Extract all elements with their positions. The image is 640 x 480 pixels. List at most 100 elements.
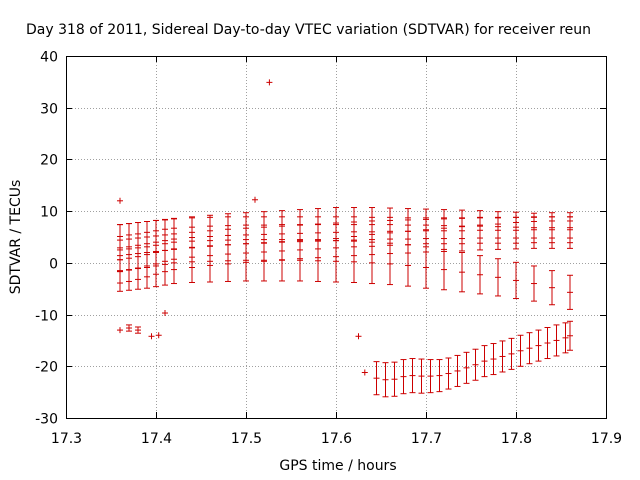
data-point — [225, 239, 231, 282]
data-point — [526, 332, 533, 365]
data-point — [189, 240, 195, 284]
data-point — [391, 361, 398, 397]
y-tick-label: -10 — [35, 309, 58, 325]
data-point — [351, 240, 357, 284]
y-tick-label: -20 — [35, 360, 58, 376]
series-satellite-d — [117, 239, 573, 310]
data-point — [279, 239, 285, 282]
data-point — [459, 225, 465, 252]
x-tick-label: 17.5 — [231, 431, 262, 447]
x-tick-label: 17.6 — [321, 431, 352, 447]
data-point — [567, 227, 573, 249]
data-point — [355, 333, 362, 340]
data-point — [495, 226, 501, 250]
data-point — [297, 239, 303, 282]
data-point — [387, 242, 393, 286]
data-point — [373, 361, 380, 396]
data-point — [477, 225, 483, 251]
series-satellite-c — [117, 224, 573, 284]
data-point — [135, 326, 141, 334]
data-point — [148, 333, 155, 340]
x-tick-label: 17.9 — [591, 431, 622, 447]
data-point — [243, 239, 249, 282]
data-point — [405, 244, 411, 287]
x-tick-label: 17.8 — [501, 431, 532, 447]
series-layer — [117, 79, 573, 398]
data-point — [562, 322, 569, 354]
data-point — [459, 252, 465, 293]
data-point — [369, 241, 375, 285]
x-axis: 17.3 17.4 17.5 17.6 17.7 17.8 17.9 — [51, 56, 622, 447]
data-point — [567, 274, 573, 310]
data-point — [454, 354, 461, 387]
data-point — [427, 359, 434, 394]
data-point — [441, 225, 447, 252]
y-tick-label: 20 — [40, 153, 58, 169]
series-isolated-points — [117, 79, 368, 376]
y-tick-label: 30 — [40, 102, 58, 118]
data-point — [436, 359, 443, 393]
data-point — [315, 239, 321, 282]
data-point — [567, 320, 573, 351]
series-satellite-a — [117, 207, 573, 257]
data-point — [409, 358, 416, 394]
data-point — [490, 343, 497, 376]
data-point — [117, 197, 123, 204]
y-axis-label: SDTVAR / TECUs — [8, 180, 24, 295]
data-point — [549, 270, 555, 306]
data-point — [126, 248, 132, 291]
data-point — [423, 246, 429, 289]
y-tick-label: 0 — [49, 257, 58, 273]
data-point — [445, 357, 452, 390]
chart-title: Day 318 of 2011, Sidereal Day-to-day VTE… — [26, 22, 591, 38]
data-point — [144, 246, 150, 289]
y-axis: -30 -20 -10 0 10 20 30 40 — [35, 50, 606, 428]
data-point — [162, 243, 168, 286]
data-point — [549, 227, 555, 249]
data-point — [382, 362, 389, 398]
data-point — [517, 334, 524, 367]
data-point — [481, 345, 488, 378]
data-point — [333, 240, 339, 283]
data-point — [266, 79, 273, 86]
series-satellite-b — [117, 216, 573, 272]
data-point — [153, 244, 159, 288]
data-point — [513, 226, 519, 250]
data-point — [495, 258, 501, 297]
data-point — [531, 227, 537, 249]
data-point — [508, 337, 515, 370]
y-tick-label: 10 — [40, 205, 58, 221]
data-point — [463, 351, 470, 384]
y-tick-label: 40 — [40, 50, 58, 66]
data-point — [535, 329, 542, 362]
data-point — [162, 310, 168, 317]
data-point — [531, 265, 537, 302]
data-point — [499, 340, 506, 373]
data-point — [361, 369, 368, 376]
x-tick-label: 17.7 — [411, 431, 442, 447]
data-point — [135, 247, 141, 290]
x-axis-label: GPS time / hours — [279, 458, 396, 474]
data-point — [207, 240, 213, 283]
data-point — [544, 327, 551, 360]
series-satellite-e — [373, 320, 573, 398]
y-tick-label: -30 — [35, 412, 58, 428]
data-point — [441, 248, 447, 291]
data-point — [400, 359, 407, 395]
data-point — [126, 324, 132, 332]
data-point — [117, 256, 123, 263]
data-point — [472, 348, 479, 381]
data-point — [418, 358, 425, 394]
data-point — [155, 332, 162, 339]
data-point — [117, 268, 123, 275]
data-point — [513, 261, 519, 300]
data-point — [261, 239, 267, 282]
x-tick-label: 17.4 — [141, 431, 172, 447]
data-point — [553, 324, 560, 357]
x-tick-label: 17.3 — [51, 431, 82, 447]
data-point — [252, 196, 258, 203]
data-point — [477, 255, 483, 295]
data-point — [117, 327, 123, 334]
data-point — [171, 241, 177, 285]
